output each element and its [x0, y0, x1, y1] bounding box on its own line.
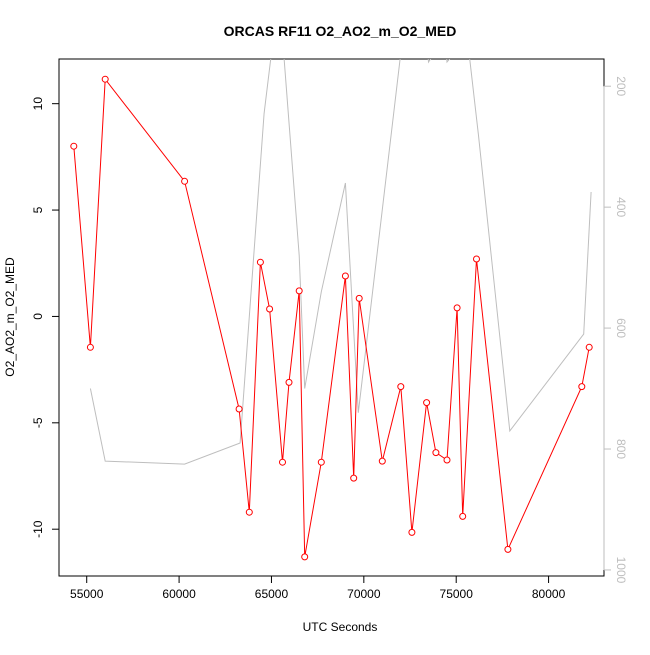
x-axis-label: UTC Seconds — [303, 620, 378, 634]
y2-tick-label: 200 — [614, 76, 628, 96]
data-point — [295, 287, 303, 295]
data-point — [279, 458, 286, 466]
data-point — [256, 258, 264, 266]
y2-tick-label: 800 — [614, 439, 628, 459]
x-tick-label: 80000 — [532, 587, 566, 601]
data-point — [378, 457, 386, 465]
x-tick-label: 60000 — [162, 587, 196, 601]
data-point — [317, 458, 325, 466]
x-tick-label: 65000 — [255, 587, 289, 601]
plot-frame — [58, 58, 605, 577]
data-point — [578, 383, 586, 391]
y-tick-label: -5 — [31, 417, 45, 428]
data-point — [181, 177, 189, 185]
data-point — [285, 378, 293, 386]
data-point — [408, 528, 416, 536]
primary-series-line — [73, 77, 590, 557]
data-point — [453, 304, 461, 312]
data-point — [70, 142, 78, 150]
primary-series-layer — [70, 75, 593, 561]
y-tick-label: 0 — [31, 313, 45, 320]
data-point — [101, 75, 109, 83]
y2-tick-label: 1000 — [614, 557, 628, 584]
data-point — [235, 405, 243, 413]
data-point — [432, 449, 440, 457]
data-point — [504, 545, 512, 553]
y-tick-label: 5 — [31, 206, 45, 213]
data-point — [301, 553, 309, 561]
data-point — [443, 456, 451, 464]
secondary-series-line — [89, 59, 592, 465]
data-point — [266, 305, 274, 313]
data-point — [350, 474, 358, 482]
x-tick-label: 70000 — [347, 587, 381, 601]
data-point — [245, 508, 253, 516]
y-tick-label: 10 — [31, 97, 45, 111]
data-point — [473, 255, 480, 263]
data-point — [397, 383, 405, 391]
data-point — [86, 343, 94, 351]
y2-tick-label: 400 — [614, 197, 628, 217]
y2-tick-label: 600 — [614, 318, 628, 338]
x-tick-label: 75000 — [440, 587, 474, 601]
x-axis: 55000 60000 65000 70000 75000 80000 — [70, 575, 566, 601]
secondary-series-layer — [89, 59, 592, 465]
data-point — [355, 294, 363, 302]
y2-axis: 200 400 600 800 1000 — [603, 76, 628, 584]
data-point — [341, 272, 349, 280]
data-point — [585, 343, 593, 351]
data-point — [423, 399, 431, 407]
y-axis: -10 -5 0 5 10 — [31, 97, 60, 538]
data-point — [459, 512, 467, 520]
chart-title: ORCAS RF11 O2_AO2_m_O2_MED — [224, 23, 457, 39]
x-tick-label: 55000 — [70, 587, 104, 601]
y-axis-label: O2_AO2_m_O2_MED — [3, 257, 17, 377]
y-tick-label: -10 — [31, 520, 45, 538]
